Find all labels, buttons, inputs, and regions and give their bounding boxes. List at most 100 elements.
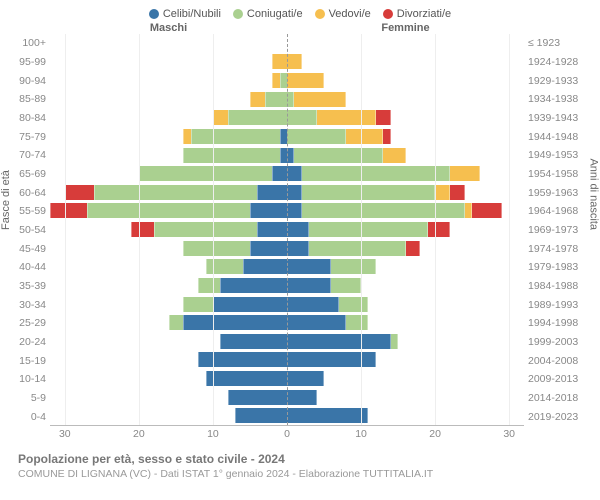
bar-segment bbox=[272, 54, 287, 69]
bar-segment bbox=[287, 92, 294, 107]
bar-segment bbox=[383, 129, 390, 144]
bar-segment bbox=[235, 408, 287, 423]
bar-row bbox=[287, 407, 524, 426]
bar-row bbox=[287, 369, 524, 388]
age-label: 80-84 bbox=[8, 109, 46, 128]
bar-segment bbox=[287, 148, 294, 163]
x-axis: 3020100102030 bbox=[8, 428, 592, 442]
bar-segment bbox=[131, 222, 153, 237]
birth-year-label: 1924-1928 bbox=[528, 53, 592, 72]
bar-segment bbox=[228, 110, 287, 125]
bar-segment bbox=[206, 371, 287, 386]
bar-segment bbox=[294, 148, 383, 163]
bar-segment bbox=[287, 166, 302, 181]
age-group-labels: 100+95-9990-9485-8980-8475-7970-7465-696… bbox=[8, 34, 50, 426]
x-tick-label: 20 bbox=[133, 428, 145, 440]
gridline bbox=[509, 34, 510, 425]
bar-segment bbox=[169, 315, 184, 330]
birth-year-label: 1944-1948 bbox=[528, 127, 592, 146]
bar-segment bbox=[220, 334, 287, 349]
age-label: 55-59 bbox=[8, 202, 46, 221]
bar-row bbox=[287, 53, 524, 72]
bar-segment bbox=[465, 203, 472, 218]
birth-year-label: 1994-1998 bbox=[528, 314, 592, 333]
chart-footer: Popolazione per età, sesso e stato civil… bbox=[8, 452, 592, 480]
bar-row bbox=[50, 369, 287, 388]
age-label: 5-9 bbox=[8, 389, 46, 408]
x-tick-label: 10 bbox=[355, 428, 367, 440]
gridline bbox=[213, 34, 214, 425]
chart-subtitle: COMUNE DI LIGNANA (VC) - Dati ISTAT 1° g… bbox=[18, 468, 582, 480]
age-label: 40-44 bbox=[8, 258, 46, 277]
bar-segment bbox=[272, 73, 279, 88]
bar-row bbox=[287, 146, 524, 165]
bar-row bbox=[287, 276, 524, 295]
bar-segment bbox=[294, 92, 346, 107]
bar-segment bbox=[376, 110, 391, 125]
age-label: 10-14 bbox=[8, 370, 46, 389]
legend-swatch bbox=[315, 9, 325, 19]
bar-segment bbox=[302, 203, 465, 218]
age-label: 95-99 bbox=[8, 53, 46, 72]
bar-segment bbox=[287, 408, 368, 423]
bar-segment bbox=[472, 203, 502, 218]
bar-segment bbox=[250, 203, 287, 218]
bar-segment bbox=[50, 203, 87, 218]
bar-segment bbox=[206, 259, 243, 274]
bar-segment bbox=[287, 297, 339, 312]
gridline bbox=[139, 34, 140, 425]
bar-segment bbox=[435, 185, 450, 200]
age-label: 65-69 bbox=[8, 165, 46, 184]
bar-segment bbox=[272, 166, 287, 181]
bar-row bbox=[287, 164, 524, 183]
y-axis-right-title: Anni di nascita bbox=[588, 158, 600, 230]
bar-row bbox=[50, 388, 287, 407]
bar-row bbox=[287, 388, 524, 407]
legend-item: Vedovi/e bbox=[315, 8, 371, 20]
bar-segment bbox=[94, 185, 257, 200]
bar-row bbox=[287, 351, 524, 370]
legend-swatch bbox=[233, 9, 243, 19]
bar-row bbox=[287, 34, 524, 53]
bar-row bbox=[50, 183, 287, 202]
age-label: 70-74 bbox=[8, 146, 46, 165]
bar-segment bbox=[183, 315, 287, 330]
bar-segment bbox=[287, 315, 346, 330]
x-tick-label: 30 bbox=[59, 428, 71, 440]
bar-row bbox=[287, 332, 524, 351]
bar-segment bbox=[317, 110, 376, 125]
bar-segment bbox=[198, 352, 287, 367]
x-tick-label: 10 bbox=[207, 428, 219, 440]
bar-segment bbox=[450, 166, 480, 181]
legend-item: Celibi/Nubili bbox=[149, 8, 221, 20]
age-label: 30-34 bbox=[8, 295, 46, 314]
bar-segment bbox=[309, 241, 405, 256]
bar-row bbox=[50, 127, 287, 146]
bar-row bbox=[50, 276, 287, 295]
bar-segment bbox=[287, 334, 391, 349]
age-label: 60-64 bbox=[8, 183, 46, 202]
x-tick-label: 0 bbox=[284, 428, 290, 440]
bar-segment bbox=[191, 129, 280, 144]
birth-year-label: 1974-1978 bbox=[528, 239, 592, 258]
bar-segment bbox=[154, 222, 258, 237]
center-axis-line bbox=[287, 34, 288, 425]
bar-segment bbox=[87, 203, 250, 218]
bar-row bbox=[50, 164, 287, 183]
birth-year-label: 1939-1943 bbox=[528, 109, 592, 128]
gridline bbox=[361, 34, 362, 425]
bar-segment bbox=[257, 185, 287, 200]
bar-row bbox=[287, 202, 524, 221]
bar-segment bbox=[331, 278, 361, 293]
birth-year-label: 1929-1933 bbox=[528, 71, 592, 90]
age-label: 50-54 bbox=[8, 221, 46, 240]
bar-segment bbox=[265, 92, 287, 107]
birth-year-label: 1984-1988 bbox=[528, 277, 592, 296]
bar-segment bbox=[257, 222, 287, 237]
population-pyramid-chart: Celibi/NubiliConiugati/eVedovi/eDivorzia… bbox=[0, 0, 600, 500]
age-label: 25-29 bbox=[8, 314, 46, 333]
bar-segment bbox=[450, 185, 465, 200]
bar-segment bbox=[280, 129, 287, 144]
legend-label: Divorziati/e bbox=[397, 8, 451, 20]
bar-row bbox=[287, 313, 524, 332]
